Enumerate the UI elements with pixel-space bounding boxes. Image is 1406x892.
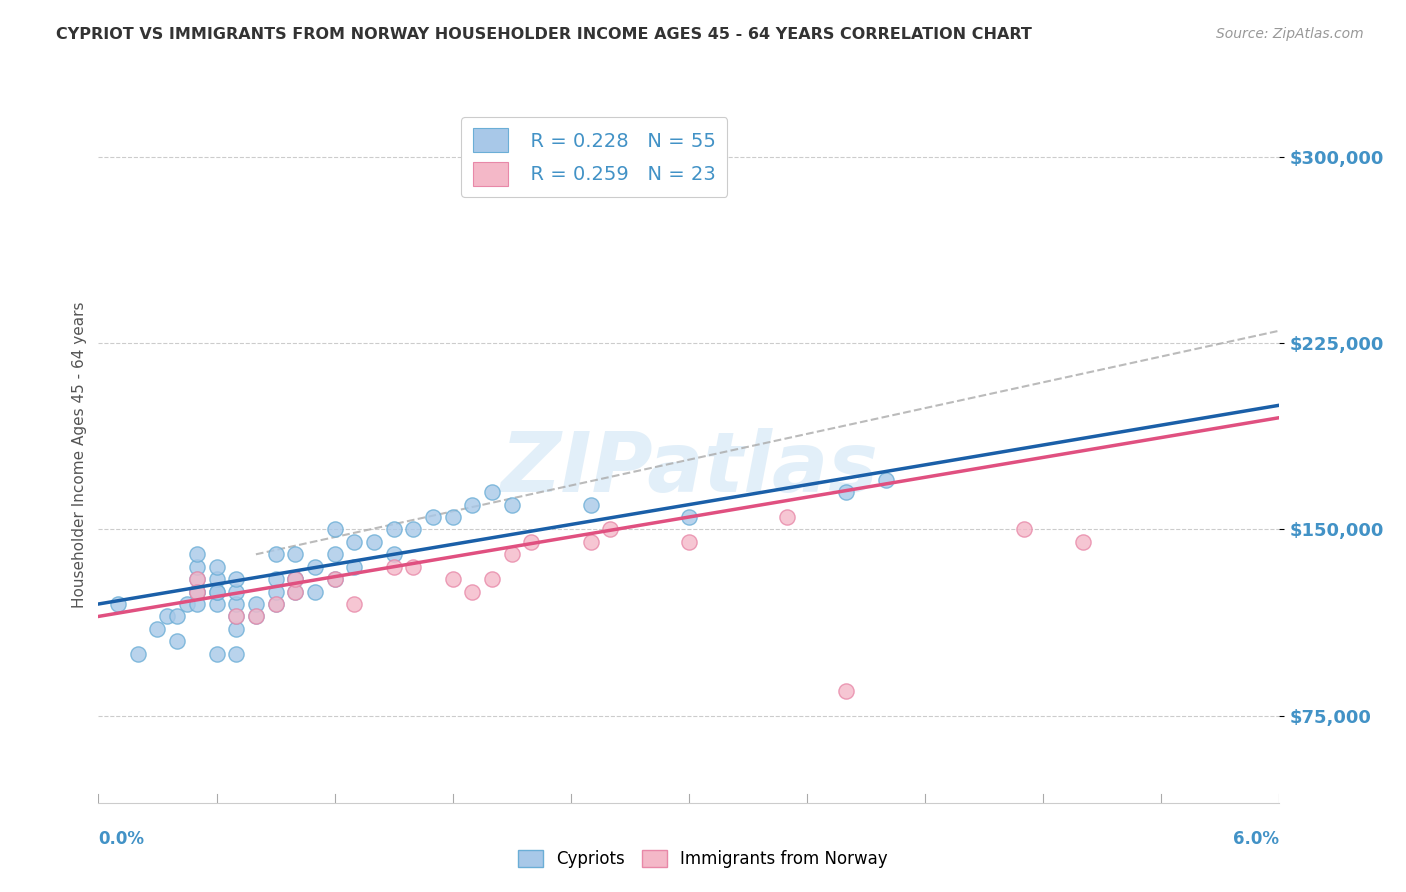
Point [599, 523, 621, 537]
Point [186, 572, 208, 586]
Point [501, 547, 523, 561]
Point [127, 647, 149, 661]
Point [323, 523, 346, 537]
Point [264, 547, 287, 561]
Point [1071, 534, 1094, 549]
Point [441, 572, 464, 586]
Point [461, 498, 484, 512]
Point [304, 559, 326, 574]
Point [205, 572, 228, 586]
Point [186, 547, 208, 561]
Point [323, 547, 346, 561]
Point [1012, 523, 1035, 537]
Point [225, 572, 247, 586]
Point [264, 597, 287, 611]
Text: 0.0%: 0.0% [98, 830, 145, 847]
Point [343, 534, 366, 549]
Point [776, 510, 799, 524]
Point [835, 684, 858, 698]
Point [205, 584, 228, 599]
Point [304, 584, 326, 599]
Point [245, 609, 267, 624]
Point [186, 572, 208, 586]
Legend: Cypriots, Immigrants from Norway: Cypriots, Immigrants from Norway [512, 843, 894, 875]
Point [363, 534, 385, 549]
Point [186, 584, 208, 599]
Point [343, 597, 366, 611]
Point [284, 572, 307, 586]
Point [264, 572, 287, 586]
Point [284, 547, 307, 561]
Point [323, 572, 346, 586]
Point [225, 622, 247, 636]
Point [225, 609, 247, 624]
Point [205, 647, 228, 661]
Point [481, 572, 503, 586]
Text: ZIPatlas: ZIPatlas [501, 428, 877, 509]
Text: 6.0%: 6.0% [1233, 830, 1279, 847]
Point [225, 597, 247, 611]
Point [402, 523, 425, 537]
Point [156, 609, 179, 624]
Point [678, 510, 700, 524]
Point [225, 647, 247, 661]
Point [520, 534, 543, 549]
Text: CYPRIOT VS IMMIGRANTS FROM NORWAY HOUSEHOLDER INCOME AGES 45 - 64 YEARS CORRELAT: CYPRIOT VS IMMIGRANTS FROM NORWAY HOUSEH… [56, 27, 1032, 42]
Text: Source: ZipAtlas.com: Source: ZipAtlas.com [1216, 27, 1364, 41]
Point [382, 523, 405, 537]
Point [245, 597, 267, 611]
Point [461, 584, 484, 599]
Point [422, 510, 444, 524]
Point [186, 559, 208, 574]
Point [678, 534, 700, 549]
Point [501, 498, 523, 512]
Point [284, 572, 307, 586]
Point [205, 597, 228, 611]
Point [402, 559, 425, 574]
Point [107, 597, 129, 611]
Point [205, 584, 228, 599]
Point [481, 485, 503, 500]
Point [186, 584, 208, 599]
Point [166, 634, 188, 648]
Point [186, 597, 208, 611]
Point [382, 559, 405, 574]
Point [323, 572, 346, 586]
Point [441, 510, 464, 524]
Point [382, 547, 405, 561]
Y-axis label: Householder Income Ages 45 - 64 years: Householder Income Ages 45 - 64 years [72, 301, 87, 608]
Point [146, 622, 169, 636]
Point [284, 572, 307, 586]
Point [225, 584, 247, 599]
Point [875, 473, 897, 487]
Point [284, 584, 307, 599]
Point [835, 485, 858, 500]
Point [264, 597, 287, 611]
Point [284, 584, 307, 599]
Point [245, 609, 267, 624]
Point [186, 584, 208, 599]
Point [264, 584, 287, 599]
Point [579, 498, 602, 512]
Point [176, 597, 198, 611]
Point [166, 609, 188, 624]
Point [343, 559, 366, 574]
Point [205, 559, 228, 574]
Point [579, 534, 602, 549]
Point [225, 609, 247, 624]
Legend:   R = 0.228   N = 55,   R = 0.259   N = 23: R = 0.228 N = 55, R = 0.259 N = 23 [461, 117, 727, 197]
